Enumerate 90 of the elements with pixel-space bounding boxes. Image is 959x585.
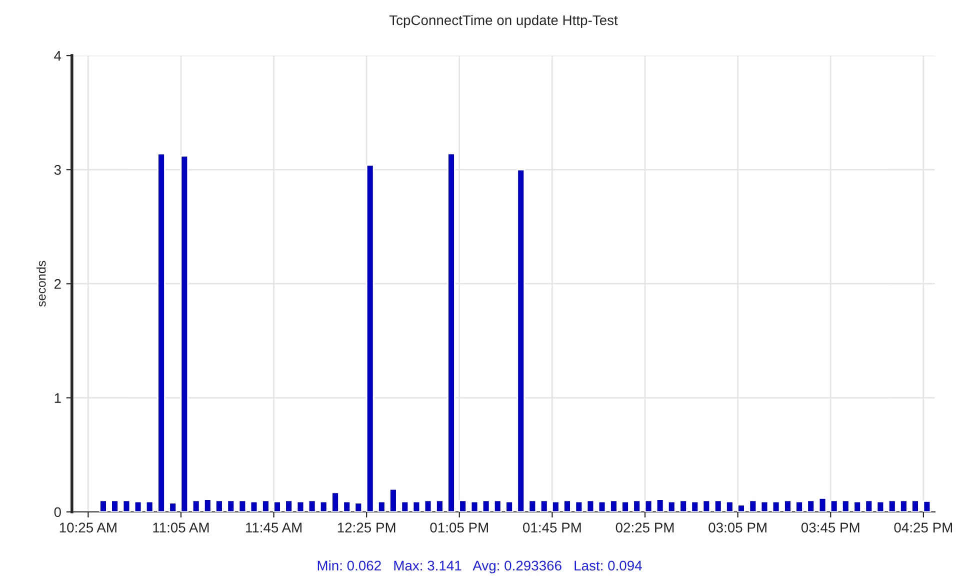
- bar: [598, 500, 606, 512]
- bar: [447, 152, 456, 512]
- bar: [864, 500, 874, 512]
- chart-title: TcpConnectTime on update Http-Test: [389, 14, 618, 28]
- bar: [99, 500, 108, 512]
- bar: [400, 500, 410, 512]
- bar: [308, 500, 316, 512]
- bar: [134, 500, 142, 512]
- bar: [284, 500, 293, 512]
- bar: [180, 155, 189, 512]
- y-tick-label: 0: [54, 507, 61, 518]
- bar: [818, 497, 827, 512]
- bar: [586, 500, 595, 512]
- bar: [841, 500, 850, 512]
- x-tick-label: 01:05 PM: [430, 522, 488, 532]
- bar: [516, 168, 526, 512]
- bar: [748, 500, 758, 512]
- bar: [690, 500, 700, 512]
- bar: [830, 500, 838, 512]
- bar: [215, 500, 224, 512]
- bar: [157, 152, 166, 512]
- x-tick-label: 10:25 AM: [60, 522, 116, 532]
- x-tick-label: 01:45 PM: [523, 522, 581, 532]
- x-tick-label: 11:45 AM: [246, 522, 302, 532]
- bar: [145, 500, 154, 512]
- bar: [110, 500, 119, 512]
- bar: [888, 500, 896, 512]
- bar: [552, 500, 560, 512]
- y-axis-title: seconds: [36, 260, 46, 307]
- bar: [458, 500, 467, 512]
- x-tick-label: 12:25 PM: [338, 522, 396, 532]
- bar: [621, 500, 630, 512]
- bar: [726, 500, 734, 512]
- bar: [389, 488, 398, 512]
- bar: [436, 500, 444, 512]
- bar: [262, 500, 270, 512]
- bar: [528, 500, 537, 512]
- bar: [644, 500, 653, 512]
- bar: [540, 500, 548, 512]
- y-tick-label: 2: [54, 279, 61, 289]
- bar: [574, 500, 584, 512]
- bar: [470, 500, 479, 512]
- bar: [238, 500, 247, 512]
- bar: [679, 500, 688, 512]
- bar: [610, 500, 618, 512]
- bar: [493, 500, 502, 512]
- bar: [424, 500, 432, 512]
- bar: [226, 500, 236, 512]
- bar: [273, 500, 282, 512]
- x-tick-label: 02:25 PM: [616, 522, 674, 532]
- y-tick-label: 4: [54, 51, 62, 61]
- bar: [760, 500, 769, 512]
- x-tick-label: 03:05 PM: [708, 522, 766, 532]
- bar: [250, 500, 258, 512]
- bar: [331, 492, 340, 512]
- text: Min: 0.062 Max: 3.141 Avg: 0.293366 Last: 0.094: [318, 560, 642, 574]
- x-tick-label: 11:05 AM: [153, 522, 209, 532]
- bar: [192, 500, 200, 512]
- x-tick-label: 04:25 PM: [894, 522, 952, 532]
- bar: [342, 500, 352, 512]
- bar: [784, 500, 792, 512]
- bar: [319, 500, 328, 512]
- bar: [737, 504, 746, 512]
- bar: [900, 500, 908, 512]
- bar: [632, 500, 641, 512]
- bar: [122, 500, 131, 512]
- bar: [354, 502, 363, 512]
- bar: [366, 164, 374, 512]
- bar: [853, 500, 862, 512]
- bar: [806, 500, 815, 512]
- bar: [656, 498, 664, 512]
- bar: [505, 500, 514, 512]
- bar: [412, 500, 421, 512]
- bar: [482, 500, 490, 512]
- bar: [922, 500, 932, 512]
- y-tick-label: 3: [54, 164, 61, 175]
- bar: [911, 500, 920, 512]
- bar: [203, 498, 212, 512]
- bar: [667, 500, 676, 512]
- bar: [772, 500, 780, 512]
- bar: [876, 500, 885, 512]
- bar: [563, 500, 572, 512]
- bar: [377, 500, 386, 512]
- x-tick-label: 03:45 PM: [801, 522, 860, 532]
- bar: [714, 500, 722, 512]
- y-tick-label: 1: [54, 393, 61, 403]
- bar: [702, 500, 711, 512]
- bar: [168, 502, 177, 512]
- bar: [795, 500, 804, 512]
- bar: [296, 500, 305, 512]
